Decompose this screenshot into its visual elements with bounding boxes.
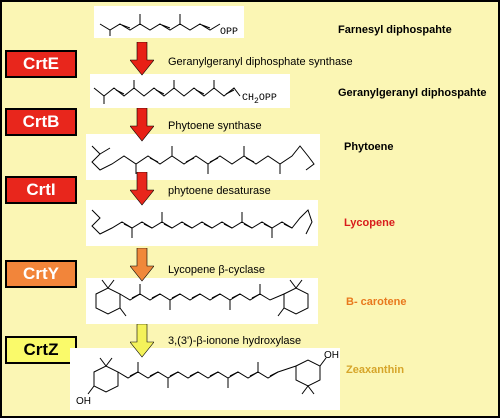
product-label-farnesyl: Farnesyl diphospahte — [338, 24, 452, 36]
gene-box-crtz: CrtZ — [5, 336, 77, 364]
opp-label: OPP — [220, 27, 238, 38]
enzyme-label-ionone-hydroxylase: 3,(3')-β-ionone hydroxylase — [168, 335, 302, 347]
enzyme-label-lycopene-cyclase: Lycopene β-cyclase — [168, 264, 266, 276]
ggpp-structure: CH2OPP — [90, 74, 290, 108]
product-label-zeaxanthin: Zeaxanthin — [346, 364, 405, 376]
ch2opp-label: CH2OPP — [242, 93, 277, 106]
enzyme-label-phytoene-synthase: Phytoene synthase — [168, 120, 262, 132]
lycopene-structure — [86, 200, 318, 246]
beta-carotene-structure — [86, 278, 318, 324]
gene-box-crte: CrtE — [5, 50, 77, 78]
arrow-4-icon — [130, 248, 154, 282]
enzyme-label-phytoene-desaturase: phytoene desaturase — [168, 185, 271, 197]
arrow-2-icon — [130, 108, 154, 142]
product-label-lycopene: Lycopene — [344, 217, 395, 229]
phytoene-structure — [86, 134, 320, 180]
gene-box-crty: CrtY — [5, 260, 77, 288]
farnesyl-diphosphate-structure: OPP — [94, 6, 244, 38]
gene-box-crtb: CrtB — [5, 108, 77, 136]
product-label-beta-carotene: B- carotene — [346, 296, 407, 308]
oh-left-label: OH — [76, 396, 91, 407]
gene-box-crti: CrtI — [5, 176, 77, 204]
enzyme-label-ggpp-synthase: Geranylgeranyl diphosphate synthase — [168, 56, 353, 68]
arrow-1-icon — [130, 42, 154, 76]
product-label-ggpp: Geranylgeranyl diphospahte — [338, 87, 487, 99]
arrow-5-icon — [130, 324, 154, 358]
arrow-3-icon — [130, 172, 154, 206]
oh-right-label: OH — [324, 350, 339, 361]
product-label-phytoene: Phytoene — [344, 141, 394, 153]
zeaxanthin-structure: OH OH — [70, 348, 340, 410]
